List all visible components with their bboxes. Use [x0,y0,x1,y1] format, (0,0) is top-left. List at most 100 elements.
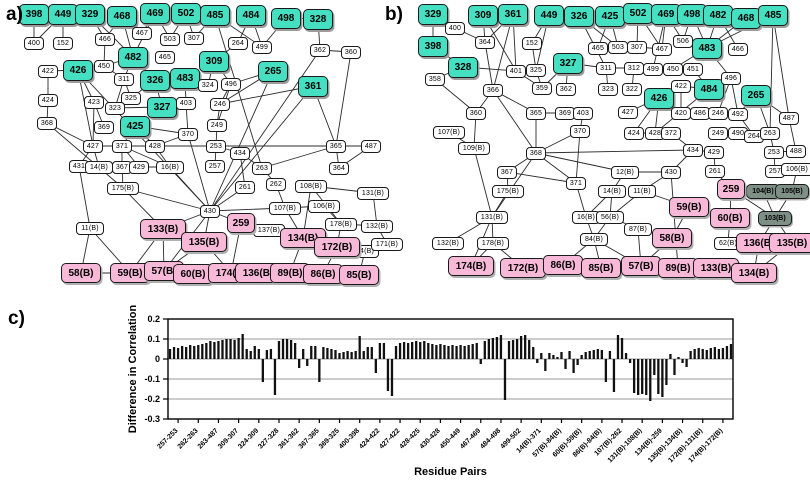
bar [168,349,172,359]
graph-node-a-364: 364 [329,161,349,175]
graph-node-a-86(B): 86(B) [303,264,343,284]
bar [524,335,527,359]
graph-node-b-265: 265 [740,84,772,106]
bar [172,347,176,359]
graph-node-b-366: 366 [483,83,503,97]
graph-node-a-368: 368 [37,116,57,130]
graph-node-a-422: 422 [38,64,58,78]
bar [302,349,305,359]
bar [588,351,591,359]
network-edge [46,122,124,189]
graph-node-a-307: 307 [184,31,204,45]
graph-node-b-311: 311 [596,61,616,75]
bar [721,348,725,359]
graph-node-b-174(B): 174(B) [447,256,495,276]
graph-node-b-358: 358 [425,72,445,86]
bar [180,346,184,359]
bar [201,344,204,359]
graph-node-b-327: 327 [552,52,584,74]
bar [338,353,341,359]
bar [334,350,337,359]
graph-node-b-132(B): 132(B) [431,236,465,250]
network-edge [670,171,679,269]
bar [697,348,700,359]
graph-node-b-499: 499 [643,62,663,76]
graph-node-a-14(B): 14(B) [84,160,114,174]
graph-node-a-265: 265 [257,60,289,82]
graph-node-b-257: 257 [765,164,785,178]
bar [358,336,361,359]
bar [653,359,656,375]
bar [354,351,357,359]
network-edge [78,165,91,229]
bar [620,338,624,359]
bar [310,346,313,359]
graph-node-b-365: 365 [526,106,546,120]
network-edge [219,85,314,105]
graph-node-a-133(B): 133(B) [139,219,187,239]
graph-node-a-485: 485 [199,4,231,26]
bar [447,346,450,359]
graph-node-b-325: 325 [526,63,546,77]
graph-node-a-503: 503 [160,32,180,46]
bar [253,346,256,359]
graph-node-b-368: 368 [526,146,546,160]
bar [467,345,470,359]
bar [624,353,628,359]
graph-node-b-451: 451 [683,62,703,76]
network-edge [492,89,537,154]
bar [572,359,575,373]
graph-node-b-105(B): 105(B) [774,183,810,199]
bar [322,347,325,359]
graph-node-b-370: 370 [570,124,590,138]
graph-node-b-369: 369 [555,106,575,120]
graph-node-b-434: 434 [683,143,703,157]
bar [293,343,297,359]
graph-node-b-106(B): 106(B) [780,162,810,176]
graph-node-a-325: 325 [121,91,141,105]
bar [657,359,660,394]
graph-node-a-450: 450 [94,59,114,73]
graph-node-b-430: 430 [661,165,681,179]
x-tick-label: 369-325 [318,427,341,450]
panel-b-label: b) [385,4,403,25]
graph-node-a-468: 468 [106,5,138,27]
bar [681,359,684,363]
bar [285,339,289,359]
bar [552,355,555,359]
graph-node-b-488: 488 [786,144,806,158]
graph-node-b-361: 361 [497,3,529,25]
x-axis-title: Residue Pairs [414,466,487,478]
graph-node-b-420: 420 [671,106,691,120]
graph-node-b-486: 486 [690,106,710,120]
network-edge [772,14,790,119]
y-tick-label: 0.2 [147,314,160,324]
graph-node-b-131(B): 131(B) [475,210,509,224]
graph-node-a-324: 324 [198,78,218,92]
graph-node-a-175(B): 175(B) [106,181,140,195]
graph-node-b-259: 259 [717,179,745,199]
bar [225,339,228,359]
network-edge [92,101,95,147]
bar [394,346,398,359]
graph-node-a-106(B): 106(B) [307,199,341,213]
y-tick-label: -0.2 [144,394,160,404]
graph-node-b-175(B): 175(B) [491,184,525,198]
graph-node-b-367: 367 [497,165,517,179]
graph-node-b-429: 429 [704,145,724,159]
graph-node-a-262: 262 [266,177,286,191]
x-tick-label: 263-487 [197,427,220,450]
bar [213,342,216,359]
graph-node-a-498: 498 [270,7,302,29]
graph-node-a-365: 365 [326,139,346,153]
graph-node-a-423: 423 [84,95,104,109]
graph-node-b-487: 487 [779,111,799,125]
graph-node-a-58(B): 58(B) [61,263,101,283]
graph-node-b-60(B): 60(B) [710,208,750,228]
panel-c-label: c) [8,308,25,329]
bar [257,349,260,359]
y-tick-label: 0.1 [147,334,160,344]
graph-node-a-261: 261 [235,180,255,194]
y-tick-label: -0.1 [144,374,160,384]
graph-node-b-84(B): 84(B) [579,232,609,246]
